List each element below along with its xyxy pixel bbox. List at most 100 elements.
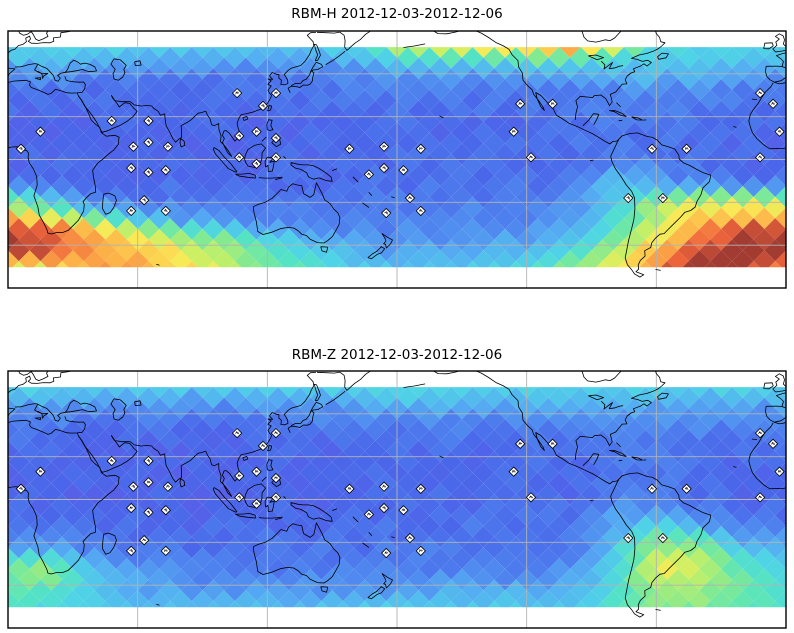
panel-title-rbm-z: RBM-Z 2012-12-03-2012-12-06 (292, 347, 502, 363)
map-frame (7, 370, 787, 629)
station-marker (15, 483, 27, 494)
station-marker (404, 192, 416, 204)
station-marker (525, 492, 537, 503)
station-marker (363, 169, 375, 180)
station-marker (35, 126, 46, 137)
station-marker (754, 152, 766, 163)
station-markers (15, 87, 785, 219)
station-marker (515, 98, 526, 109)
station-marker (508, 466, 519, 477)
station-marker (378, 481, 390, 492)
station-marker (162, 141, 174, 152)
map-rbm-z (7, 370, 787, 629)
station-marker (106, 115, 117, 127)
station-marker (251, 498, 262, 509)
station-marker (415, 545, 426, 557)
station-marker (547, 438, 558, 449)
station-marker (160, 505, 171, 516)
station-marker (231, 87, 243, 99)
station-marker (547, 98, 558, 109)
station-marker (767, 98, 779, 109)
station-marker (106, 455, 117, 467)
station-marker (270, 472, 282, 484)
coastlines (8, 371, 786, 618)
graticule (8, 371, 786, 628)
station-marker (381, 207, 392, 219)
station-marker (143, 507, 154, 518)
panel-rbm-h: RBM-H 2012-12-03-2012-12-06 (7, 6, 787, 289)
station-marker (257, 100, 269, 112)
map-rbm-h (7, 30, 787, 289)
station-marker (15, 143, 27, 154)
station-markers (15, 427, 785, 559)
station-marker (415, 205, 426, 217)
station-marker (251, 126, 262, 137)
station-marker (143, 455, 154, 467)
station-marker (646, 143, 658, 154)
station-marker (270, 427, 282, 439)
station-marker (251, 158, 262, 169)
station-marker (234, 152, 245, 163)
station-marker (754, 87, 766, 99)
station-marker (646, 483, 658, 494)
coastlines (8, 31, 786, 278)
station-marker (234, 130, 245, 142)
station-marker (270, 132, 282, 144)
station-marker (160, 205, 171, 217)
station-marker (381, 547, 392, 559)
station-marker (363, 509, 375, 520)
station-marker (657, 192, 668, 204)
station-marker (143, 477, 154, 488)
station-marker (415, 483, 426, 494)
station-marker (774, 466, 785, 477)
station-marker (657, 532, 668, 544)
station-marker (398, 505, 409, 516)
station-marker (143, 167, 154, 178)
station-marker (138, 195, 150, 206)
station-marker (126, 205, 137, 217)
station-marker (754, 427, 766, 439)
station-marker (160, 165, 171, 176)
station-marker (128, 481, 139, 492)
station-marker (515, 438, 526, 449)
station-marker (623, 532, 634, 544)
station-marker (234, 470, 245, 482)
station-marker (378, 162, 390, 174)
station-marker (525, 152, 537, 163)
station-marker (162, 481, 174, 492)
station-marker (398, 165, 409, 176)
station-marker (344, 143, 355, 154)
station-marker (415, 143, 426, 154)
station-marker (231, 427, 243, 439)
station-marker (143, 137, 154, 148)
station-marker (128, 141, 139, 152)
station-marker (681, 483, 692, 494)
station-marker (160, 545, 171, 557)
station-marker (623, 192, 634, 204)
station-marker (378, 502, 390, 514)
panel-title-rbm-h: RBM-H 2012-12-03-2012-12-06 (291, 6, 502, 22)
station-marker (754, 492, 766, 503)
station-marker (126, 502, 137, 514)
station-marker (138, 535, 150, 546)
station-marker (143, 115, 154, 127)
station-marker (378, 141, 390, 152)
map-frame (7, 30, 787, 289)
station-marker (234, 492, 245, 503)
station-marker (251, 466, 262, 477)
station-marker (767, 438, 779, 449)
station-marker (35, 466, 46, 477)
station-marker (508, 126, 519, 137)
station-marker (404, 532, 416, 544)
station-marker (126, 545, 137, 557)
station-marker (270, 492, 282, 503)
station-marker (270, 152, 282, 163)
graticule (8, 31, 786, 288)
station-marker (126, 162, 137, 174)
station-marker (270, 87, 282, 99)
station-marker (257, 440, 269, 452)
station-marker (681, 143, 692, 154)
panel-rbm-z: RBM-Z 2012-12-03-2012-12-06 (7, 347, 787, 629)
